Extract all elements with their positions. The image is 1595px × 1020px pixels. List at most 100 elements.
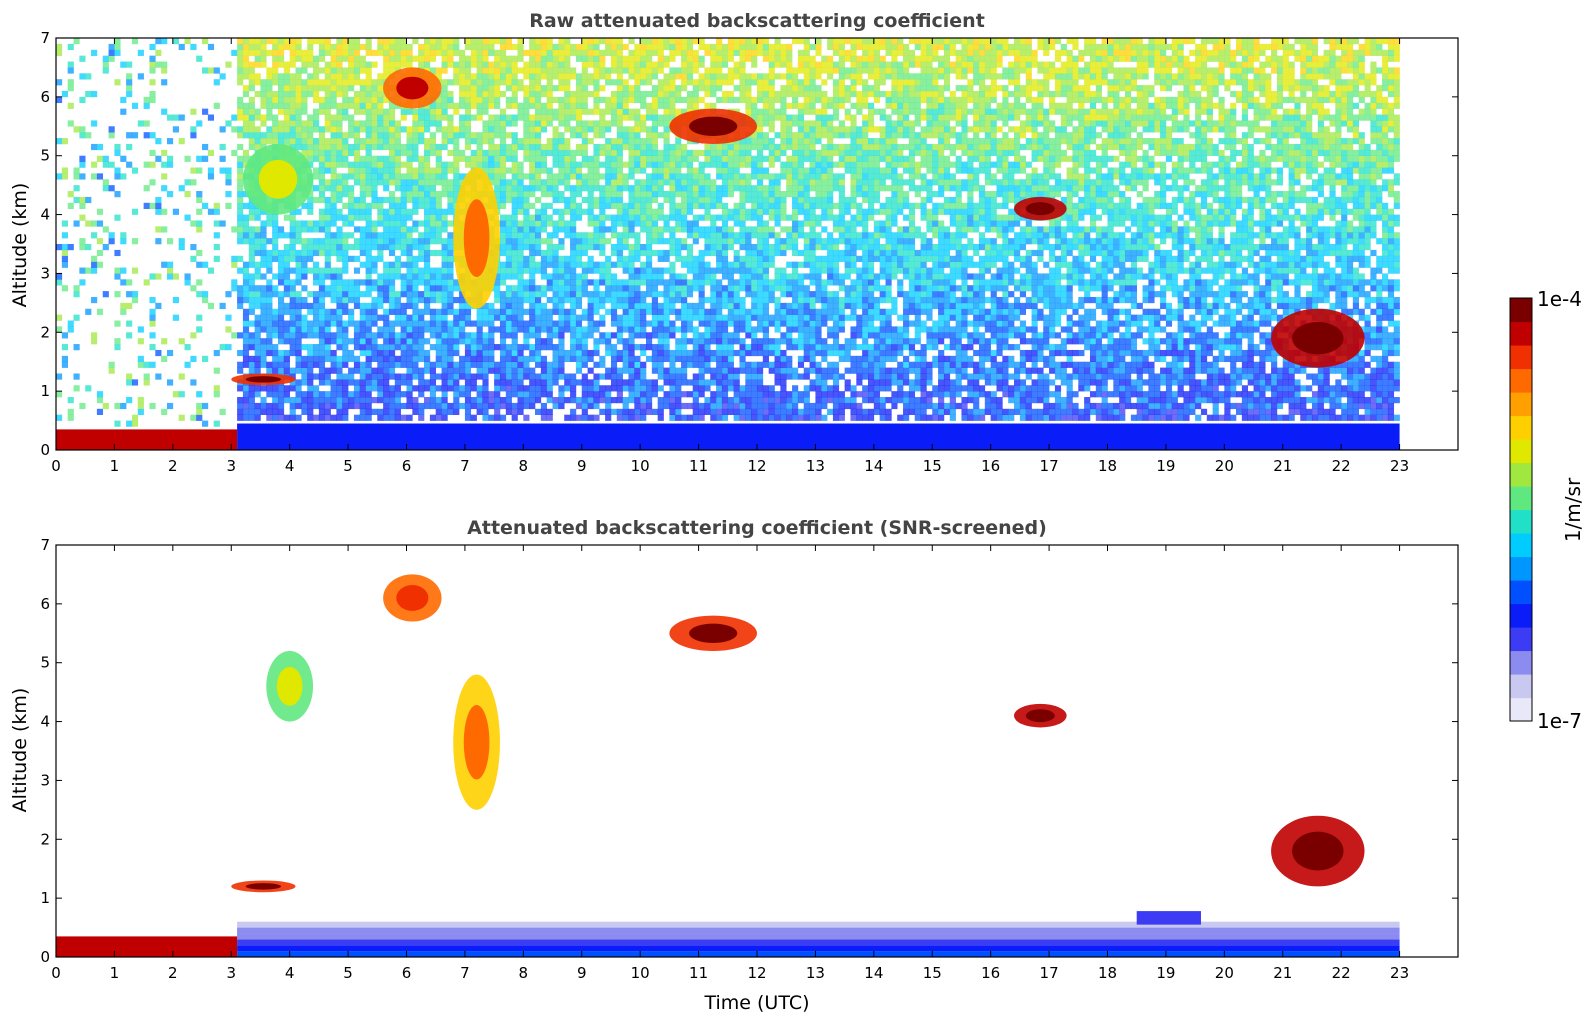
heatmap-cell (412, 267, 419, 274)
heatmap-cell (406, 161, 413, 168)
heatmap-cell (470, 385, 477, 392)
heatmap-cell (511, 338, 518, 345)
heatmap-cell (663, 79, 670, 86)
heatmap-cell (120, 61, 127, 68)
heatmap-cell (400, 273, 407, 280)
heatmap-cell (406, 296, 413, 304)
heatmap-cell (721, 379, 729, 386)
heatmap-cell (365, 285, 372, 292)
heatmap-cell (593, 73, 600, 80)
heatmap-cell (377, 120, 384, 127)
heatmap-cell (721, 385, 729, 392)
heatmap-cell (283, 326, 290, 333)
heatmap-cell (610, 43, 618, 51)
heatmap-cell (441, 191, 448, 198)
heatmap-cell (289, 55, 296, 62)
heatmap-cell (605, 261, 612, 268)
heatmap-cell (213, 102, 220, 109)
heatmap-cell (289, 314, 296, 321)
heatmap-cell (377, 285, 384, 292)
heatmap-cell (394, 355, 401, 363)
heatmap-cell (640, 261, 647, 268)
heatmap-cell (277, 85, 285, 92)
heatmap-cell (359, 332, 366, 339)
heatmap-cell (429, 361, 437, 368)
heatmap-cell (248, 273, 255, 280)
heatmap-cell (237, 285, 244, 292)
heatmap-cell (348, 196, 355, 204)
heatmap-cell (605, 126, 612, 133)
panel-raw: Raw attenuated backscattering coefficien… (9, 10, 1459, 475)
heatmap-cell (558, 320, 565, 327)
heatmap-cell (394, 408, 401, 415)
heatmap-cell (388, 108, 396, 115)
heatmap-cell (242, 55, 250, 62)
heatmap-cell (575, 114, 583, 121)
heatmap-cell (248, 102, 255, 109)
heatmap-cell (610, 379, 618, 386)
heatmap-cell (424, 238, 431, 245)
heatmap-cell (400, 38, 407, 45)
heatmap-cell (511, 220, 518, 227)
heatmap-cell (505, 191, 512, 198)
heatmap-cell (494, 191, 501, 198)
heatmap-cell (143, 361, 150, 368)
heatmap-cell (237, 408, 244, 415)
heatmap-cell (318, 379, 326, 386)
heatmap-cell (348, 61, 355, 68)
heatmap-cell (453, 373, 460, 380)
heatmap-cell (511, 196, 518, 204)
heatmap-cell (383, 361, 390, 368)
heatmap-cell (400, 314, 407, 321)
heatmap-cell (166, 349, 174, 357)
heatmap-cell (277, 308, 285, 315)
heatmap-cell (616, 279, 623, 286)
heatmap-cell (675, 191, 682, 198)
heatmap-cell (377, 73, 384, 80)
heatmap-cell (593, 120, 600, 127)
heatmap-cell (365, 302, 372, 310)
heatmap-cell (447, 296, 454, 304)
heatmap-cell (704, 314, 711, 321)
heatmap-cell (318, 244, 326, 251)
heatmap-cell (640, 196, 647, 204)
heatmap-cell (336, 408, 343, 415)
heatmap-cell (640, 314, 647, 321)
heatmap-cell (272, 114, 279, 121)
heatmap-cell (663, 85, 670, 92)
heatmap-cell (581, 332, 588, 339)
heatmap-cell (523, 49, 530, 56)
heatmap-cell (318, 185, 326, 192)
heatmap-cell (242, 320, 250, 327)
heatmap-cell (283, 79, 290, 86)
heatmap-cell (377, 90, 384, 98)
heatmap-cell (283, 361, 290, 368)
heatmap-cell (681, 261, 688, 268)
heatmap-cell (505, 344, 512, 351)
heatmap-cell (348, 373, 355, 380)
heatmap-cell (581, 244, 588, 251)
heatmap-cell (523, 367, 530, 374)
heatmap-cell (342, 267, 349, 274)
heatmap-cell (377, 332, 384, 339)
heatmap-cell (359, 185, 366, 192)
heatmap-cell (605, 238, 612, 245)
heatmap-cell (716, 308, 723, 315)
heatmap-cell (628, 349, 635, 357)
heatmap-cell (675, 173, 682, 180)
heatmap-cell (301, 143, 308, 151)
heatmap-cell (523, 414, 530, 421)
heatmap-cell (716, 255, 723, 262)
heatmap-cell (692, 173, 699, 180)
heatmap-cell (675, 402, 682, 410)
heatmap-cell (686, 220, 694, 227)
heatmap-cell (330, 191, 337, 198)
heatmap-cell (622, 202, 629, 209)
heatmap-cell (692, 179, 699, 186)
heatmap-cell (587, 332, 594, 339)
heatmap-cell (710, 273, 717, 280)
heatmap-cell (651, 108, 658, 115)
heatmap-cell (388, 55, 396, 62)
heatmap-cell (616, 355, 623, 363)
heatmap-cell (441, 291, 448, 298)
